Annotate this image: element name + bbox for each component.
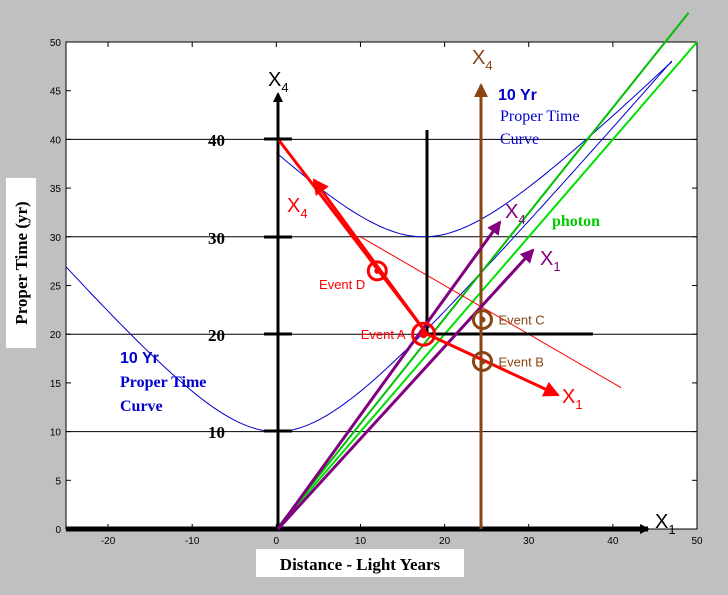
x-tick-label-0: 0 bbox=[274, 536, 280, 547]
event-dot-event-b bbox=[479, 358, 485, 364]
curve-left-title: 10 Yr bbox=[120, 350, 159, 367]
event-label-event-b: Event B bbox=[498, 354, 544, 369]
curve-right-title: 10 Yr bbox=[498, 87, 537, 104]
x-tick-label-20: 20 bbox=[439, 536, 451, 547]
curve-right-line2: Proper Time bbox=[500, 108, 580, 125]
x-tick-label--10: -10 bbox=[185, 536, 200, 547]
x-tick-label-30: 30 bbox=[523, 536, 535, 547]
x-axis-title: Distance - Light Years bbox=[280, 555, 441, 574]
event-label-event-c: Event C bbox=[498, 313, 544, 328]
event-dot-event-c bbox=[479, 317, 485, 323]
x-tick-label-10: 10 bbox=[355, 536, 367, 547]
event-dot-event-d bbox=[374, 268, 380, 274]
y-tick-label-40: 40 bbox=[50, 135, 62, 146]
event-dot-event-a bbox=[420, 330, 428, 338]
x-tick-label--20: -20 bbox=[101, 536, 116, 547]
y-tick-label-20: 20 bbox=[50, 330, 62, 341]
big-y-label-40: 40 bbox=[208, 131, 225, 150]
y-tick-label-50: 50 bbox=[50, 38, 62, 49]
plot-area bbox=[66, 42, 697, 529]
y-tick-label-10: 10 bbox=[50, 428, 62, 439]
y-tick-label-35: 35 bbox=[50, 184, 62, 195]
y-tick-label-25: 25 bbox=[50, 282, 62, 293]
event-label-event-d: Event D bbox=[319, 277, 365, 292]
x-tick-label-40: 40 bbox=[607, 536, 619, 547]
y-tick-label-30: 30 bbox=[50, 233, 62, 244]
y-tick-label-0: 0 bbox=[55, 525, 61, 536]
y-tick-label-45: 45 bbox=[50, 87, 62, 98]
y-axis-title: Proper Time (yr) bbox=[12, 201, 31, 324]
event-label-event-a: Event A bbox=[361, 327, 406, 342]
y-tick-label-15: 15 bbox=[50, 379, 62, 390]
y-tick-label-5: 5 bbox=[55, 476, 61, 487]
x-tick-label-50: 50 bbox=[691, 536, 703, 547]
curve-right-line3: Curve bbox=[500, 131, 539, 148]
big-y-label-10: 10 bbox=[208, 423, 225, 442]
big-y-label-30: 30 bbox=[208, 229, 225, 248]
spacetime-figure: -20 -10 0 10 20 30 40 50 0 5 10 15 20 25 30 35 40 45 50 Ev… bbox=[0, 0, 728, 595]
curve-left-line2: Proper Time bbox=[120, 374, 206, 391]
curve-left-line3: Curve bbox=[120, 398, 163, 415]
photon-label: photon bbox=[552, 213, 600, 230]
big-y-label-20: 20 bbox=[208, 326, 225, 345]
